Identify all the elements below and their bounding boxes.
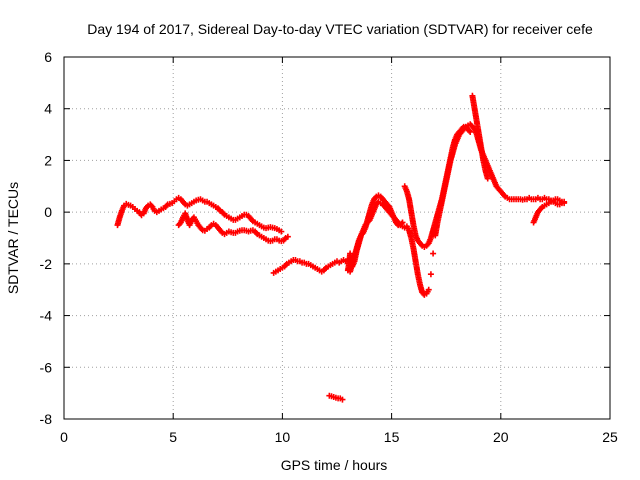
data-point	[399, 219, 406, 226]
data-point	[467, 128, 474, 135]
data-point	[561, 200, 568, 207]
x-tick-label: 0	[60, 429, 68, 445]
axis-ticks: 0 5 10 15 20 25 -8 -6 -4 -2 0 2 4 6	[40, 49, 618, 445]
y-tick-label: 6	[44, 49, 52, 65]
data-point	[284, 233, 291, 240]
data-point	[430, 250, 437, 257]
x-tick-label: 15	[384, 429, 400, 445]
x-axis-label: GPS time / hours	[281, 457, 388, 473]
plot-frame	[63, 56, 611, 420]
y-axis-label: SDTVAR / TECUs	[5, 182, 21, 294]
y-tick-label: 0	[44, 204, 52, 220]
data-point	[427, 271, 434, 278]
x-tick-label: 25	[602, 429, 618, 445]
x-tick-label: 20	[493, 429, 509, 445]
x-tick-label: 5	[169, 429, 177, 445]
y-tick-label: -2	[40, 256, 53, 272]
data-point	[484, 175, 491, 182]
chart-title: Day 194 of 2017, Sidereal Day-to-day VTE…	[87, 21, 593, 37]
data-point	[278, 228, 285, 235]
y-tick-label: 4	[44, 101, 52, 117]
y-tick-label: 2	[44, 152, 52, 168]
grid	[64, 57, 610, 419]
data-point	[339, 396, 346, 403]
data-series	[114, 92, 568, 403]
y-tick-label: -6	[40, 359, 53, 375]
x-tick-label: 10	[275, 429, 291, 445]
y-tick-label: -4	[40, 308, 53, 324]
data-point	[425, 286, 432, 293]
y-tick-label: -8	[40, 411, 53, 427]
